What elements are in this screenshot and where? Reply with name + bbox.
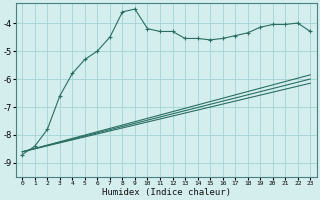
X-axis label: Humidex (Indice chaleur): Humidex (Indice chaleur) xyxy=(102,188,231,197)
